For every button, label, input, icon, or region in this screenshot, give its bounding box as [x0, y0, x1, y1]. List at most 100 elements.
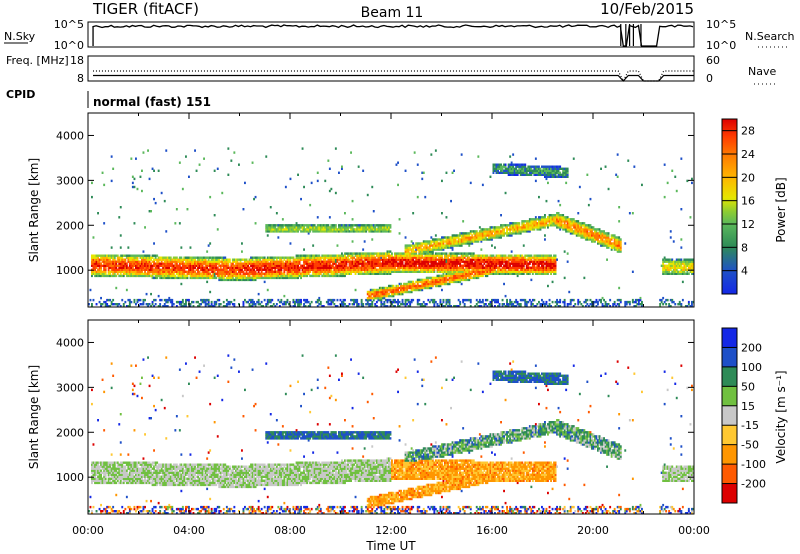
power-cell [416, 270, 419, 273]
power-cell [453, 242, 455, 245]
power-cell [457, 276, 460, 280]
power-cell [513, 264, 516, 267]
power-cell [277, 226, 280, 229]
power-cell [448, 240, 451, 243]
power-cell [536, 254, 539, 257]
power-cell [494, 256, 496, 259]
power-cell [481, 256, 484, 259]
power-cell [489, 238, 492, 241]
power-cell [418, 250, 421, 253]
power-cell [181, 264, 184, 267]
power-cell [478, 305, 481, 307]
power-cell [406, 244, 409, 247]
power-cell [434, 252, 437, 255]
power-cell [522, 260, 525, 263]
power-cell [392, 256, 395, 259]
power-cell [147, 270, 149, 273]
power-cell [341, 262, 343, 265]
power-cell [142, 250, 145, 253]
power-cell [462, 252, 465, 255]
power-cell [316, 224, 319, 227]
power-cell [239, 258, 242, 261]
power-cell [471, 252, 474, 255]
power-cell [450, 264, 452, 267]
power-cell [269, 270, 272, 273]
power-cell [259, 272, 262, 275]
power-cell [425, 252, 428, 255]
power-cell [375, 292, 378, 296]
power-cell [256, 266, 259, 269]
power-cell [169, 262, 172, 265]
power-cell [525, 226, 528, 229]
power-cell [144, 262, 146, 265]
power-cell [348, 254, 351, 257]
power-cell [528, 224, 531, 227]
power-cell [292, 266, 295, 269]
power-cell [491, 236, 493, 239]
power-cell [466, 264, 469, 267]
power-cell [312, 254, 315, 257]
power-cell [468, 242, 471, 245]
power-cell [489, 303, 492, 306]
power-cell [515, 167, 518, 170]
power-cell [166, 264, 169, 267]
power-cell [415, 254, 418, 257]
power-cell [484, 254, 487, 257]
power-cell [407, 256, 410, 259]
power-cell [448, 254, 451, 257]
power-cell [295, 254, 298, 257]
power-cell [295, 270, 298, 273]
power-cell [333, 260, 336, 263]
power-cell [131, 260, 134, 263]
power-cell [324, 228, 327, 231]
power-cell [212, 262, 215, 265]
power-cell [518, 224, 521, 227]
power-cell [457, 238, 460, 241]
power-cell [397, 161, 399, 164]
power-cell [491, 266, 493, 269]
power-cell [357, 256, 360, 259]
power-cell [445, 244, 448, 247]
power-cell [533, 270, 536, 273]
power-cell [436, 262, 439, 265]
power-cell [151, 274, 154, 278]
power-cell [162, 262, 165, 265]
power-cell [462, 220, 465, 223]
power-cell [331, 254, 334, 257]
power-cell [280, 226, 283, 229]
power-cell [474, 260, 477, 263]
power-cell [533, 169, 536, 172]
power-cell [534, 167, 537, 170]
power-cell [341, 305, 343, 307]
power-cell [315, 228, 318, 231]
power-cell [313, 258, 316, 261]
power-cell [328, 260, 331, 263]
power-cell [465, 264, 468, 267]
power-cell [430, 153, 433, 156]
power-cell [356, 258, 359, 261]
power-cell [466, 238, 469, 241]
power-cell [303, 262, 305, 265]
power-cell [492, 165, 495, 168]
power-cell [177, 264, 180, 267]
power-cell [430, 236, 433, 239]
power-cell [441, 280, 443, 284]
power-cell [175, 208, 178, 211]
power-cell [350, 298, 352, 302]
power-cell [480, 262, 483, 265]
power-cell [509, 234, 512, 237]
power-cell [448, 278, 451, 282]
power-cell [518, 272, 521, 275]
power-cell [415, 252, 418, 255]
power-cell [384, 290, 387, 294]
power-cell [344, 228, 346, 231]
power-cell [268, 228, 271, 231]
power-cell [292, 230, 295, 233]
power-cell [128, 256, 131, 259]
power-cell [339, 268, 342, 271]
power-cell [433, 298, 436, 302]
power-cell [365, 252, 368, 255]
power-cell [165, 262, 168, 265]
power-cell [428, 276, 431, 280]
power-cell [459, 242, 462, 245]
